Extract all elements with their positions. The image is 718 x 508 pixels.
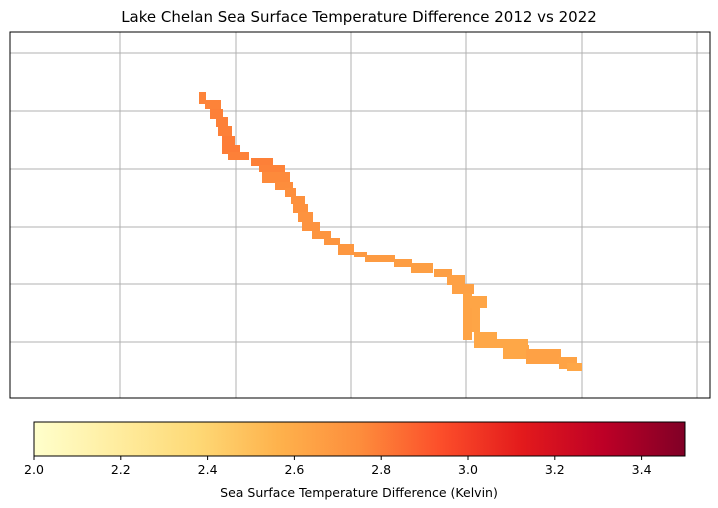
lake-cell-31 [486, 339, 528, 348]
colorbar-tick-label-1: 2.2 [111, 462, 131, 477]
lake-cell-13 [291, 196, 305, 204]
colorbar-tick-label-7: 3.4 [632, 462, 652, 477]
colorbar [33, 421, 686, 457]
lake-cell-16 [302, 222, 320, 231]
lake-cell-24 [434, 269, 452, 277]
lake-cell-11 [275, 182, 293, 190]
lake-cell-15 [298, 212, 313, 222]
colorbar-tick-label-5: 3.0 [458, 462, 478, 477]
lake-cell-17 [312, 231, 331, 239]
lake-cell-0 [199, 92, 206, 104]
lake-cell-20 [354, 252, 367, 257]
lake-cell-8 [251, 158, 273, 166]
lake-cell-29 [472, 308, 480, 332]
colorbar-ticks: 2.0 2.2 2.4 2.6 2.8 3.0 3.2 3.4 [24, 456, 652, 477]
plot-frame [9, 31, 711, 399]
colorbar-tick-label-6: 3.2 [545, 462, 565, 477]
lake-cell-6 [222, 145, 240, 154]
lake-cell-25 [447, 275, 465, 285]
colorbar-label: Sea Surface Temperature Difference (Kelv… [220, 485, 498, 500]
lake-cell-9 [259, 165, 285, 172]
lake-cell-33 [526, 349, 561, 364]
lake-cell-7 [228, 152, 249, 160]
lake-cell-35 [567, 363, 582, 371]
lake-cell-4 [218, 126, 232, 136]
lake-cell-26 [452, 284, 474, 294]
lake-cell-10 [262, 172, 290, 183]
lake-cell-21 [365, 255, 395, 262]
colorbar-tick-label-0: 2.0 [24, 462, 44, 477]
lake-cells [199, 92, 582, 371]
lake-cell-22 [394, 259, 412, 267]
lake-cell-23 [411, 263, 433, 273]
lake-cell-14 [293, 204, 308, 213]
lake-cell-19 [338, 244, 354, 255]
colorbar-tick-label-2: 2.4 [198, 462, 218, 477]
chart-title: Lake Chelan Sea Surface Temperature Diff… [121, 8, 597, 26]
lake-cell-1 [205, 100, 221, 109]
lake-cell-27 [463, 293, 472, 340]
lake-cell-2 [210, 109, 223, 119]
colorbar-tick-label-4: 2.8 [371, 462, 391, 477]
grid-lines [10, 32, 710, 398]
lake-cell-28 [470, 296, 487, 308]
lake-cell-18 [324, 238, 340, 245]
colorbar-tick-label-3: 2.6 [284, 462, 304, 477]
lake-cell-12 [285, 188, 296, 197]
lake-cell-5 [222, 136, 235, 146]
lake-cell-3 [216, 117, 228, 127]
lake-cell-32 [503, 345, 529, 359]
